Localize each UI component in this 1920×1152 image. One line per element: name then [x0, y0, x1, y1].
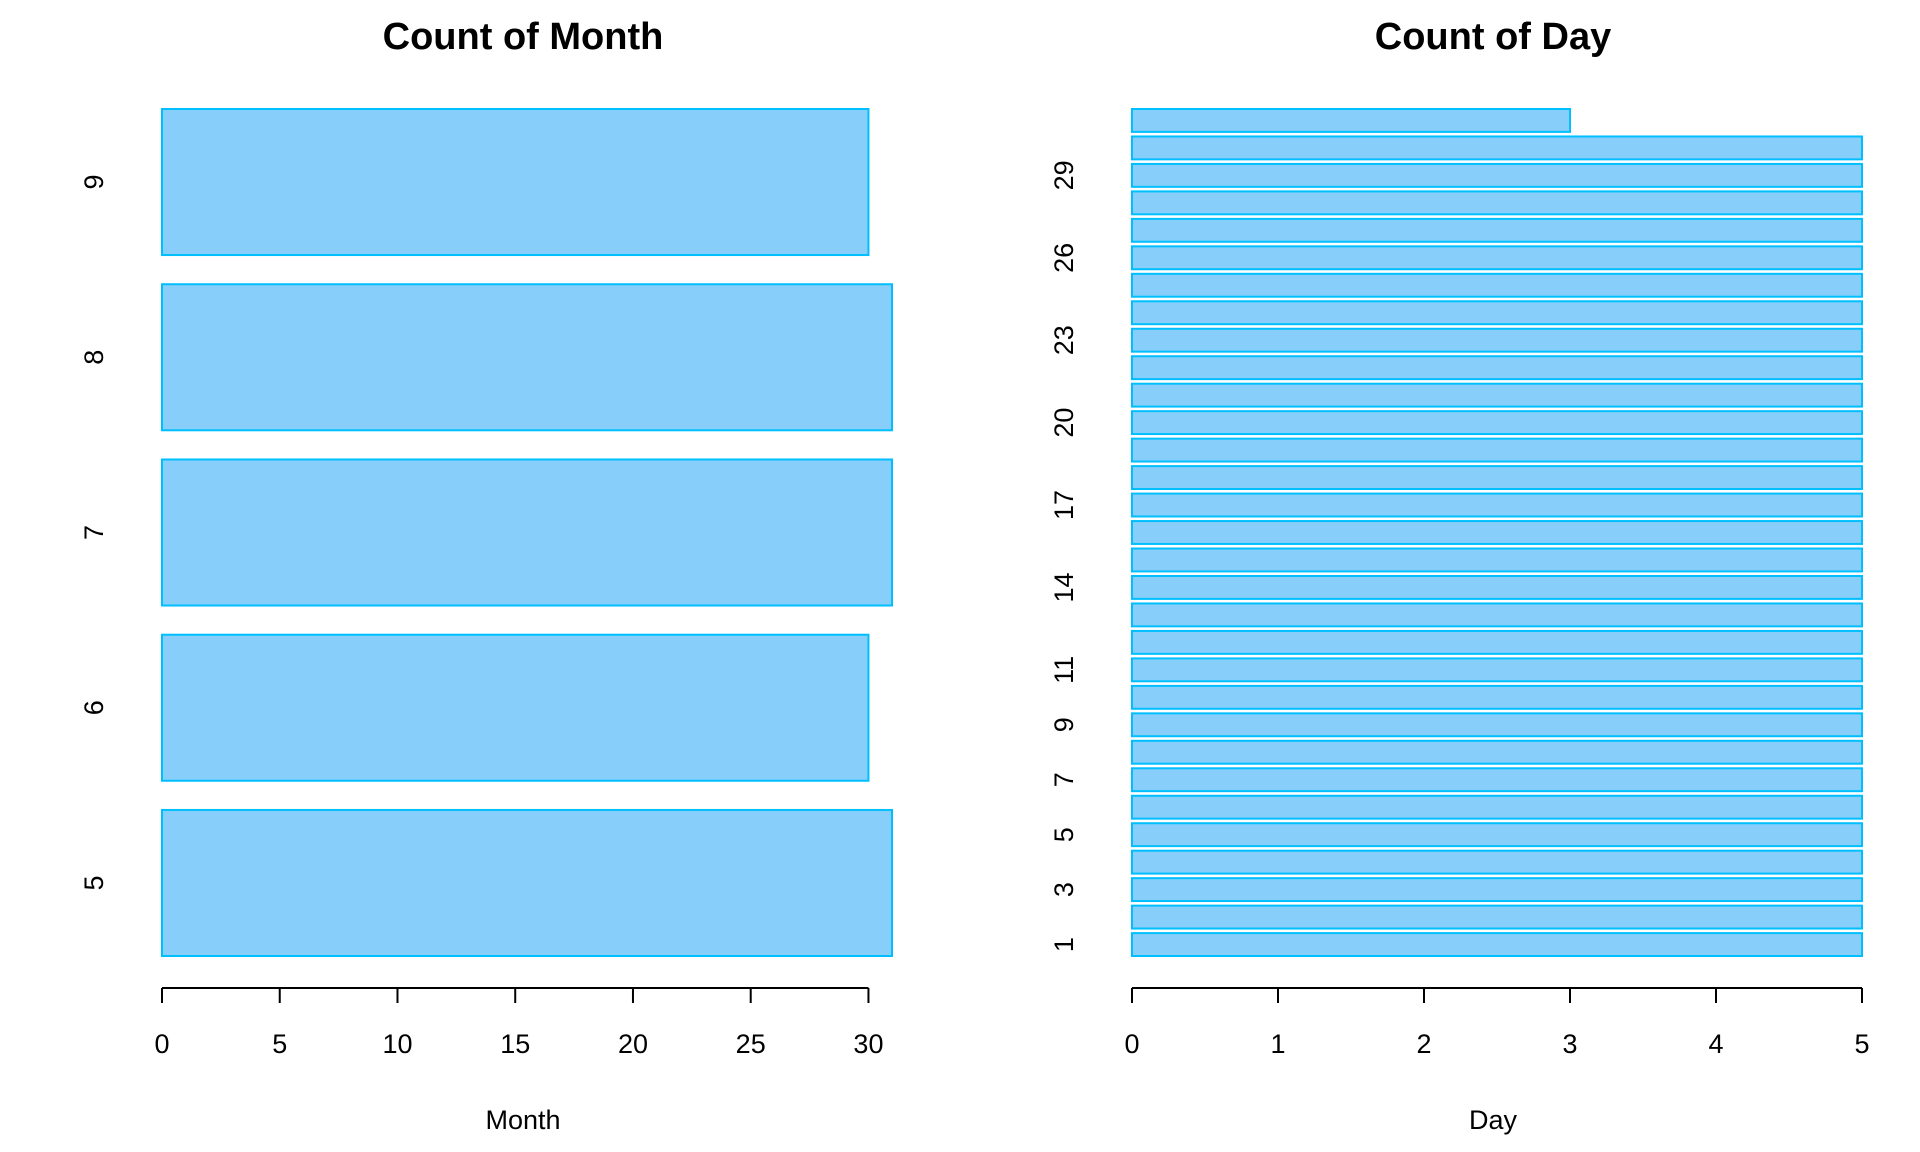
bar: [1131, 162, 1863, 188]
x-tick-label: 5: [1854, 1029, 1869, 1059]
x-tick-label: 2: [1416, 1029, 1431, 1059]
x-axis-label: Day: [1469, 1105, 1518, 1135]
y-tick-label: 14: [1049, 572, 1079, 602]
bar: [161, 808, 893, 957]
x-tick-label: 5: [272, 1029, 287, 1059]
y-tick-label: 5: [79, 875, 109, 890]
bar: [1131, 712, 1863, 738]
x-tick-label: 30: [853, 1029, 883, 1059]
y-tick-label: 26: [1049, 243, 1079, 273]
bar: [1131, 932, 1863, 957]
y-tick-label: 8: [79, 350, 109, 365]
x-tick-label: 3: [1562, 1029, 1577, 1059]
bar: [1131, 327, 1863, 353]
chart-title: Count of Day: [1375, 16, 1611, 58]
bar: [1131, 437, 1863, 463]
bar: [1131, 684, 1863, 710]
bar: [1131, 767, 1863, 793]
bar: [161, 108, 870, 257]
bar: [1131, 190, 1863, 216]
bar: [1131, 657, 1863, 683]
x-tick-label: 10: [382, 1029, 412, 1059]
y-tick-label: 3: [1049, 882, 1079, 897]
bar: [1131, 904, 1863, 930]
bar: [1131, 739, 1863, 765]
bar: [161, 633, 870, 782]
bar: [1131, 217, 1863, 243]
y-tick-label: 29: [1049, 160, 1079, 190]
y-tick-label: 17: [1049, 490, 1079, 520]
x-axis-label: Month: [485, 1105, 560, 1135]
y-tick-label: 7: [1049, 772, 1079, 787]
y-tick-label: 20: [1049, 408, 1079, 438]
x-tick-label: 1: [1270, 1029, 1285, 1059]
bar: [1131, 492, 1863, 518]
x-tick-label: 4: [1708, 1029, 1723, 1059]
bar: [1131, 520, 1863, 545]
x-tick-label: 25: [736, 1029, 766, 1059]
bar: [1131, 245, 1863, 271]
y-tick-label: 9: [79, 175, 109, 190]
bar: [1131, 465, 1863, 491]
bar: [1131, 355, 1863, 381]
x-tick-label: 20: [618, 1029, 648, 1059]
bar: [1131, 574, 1863, 600]
y-tick-label: 5: [1049, 827, 1079, 842]
bar: [1131, 382, 1863, 408]
bar: [161, 458, 893, 607]
bar: [1131, 272, 1863, 298]
bar: [1131, 300, 1863, 326]
y-tick-label: 11: [1049, 656, 1079, 684]
x-tick-label: 0: [154, 1029, 169, 1059]
y-tick-label: 9: [1049, 717, 1079, 732]
bar: [1131, 822, 1863, 848]
chart-title: Count of Month: [383, 16, 664, 58]
bar: [1131, 547, 1863, 573]
bar: [1131, 877, 1863, 903]
x-tick-label: 15: [500, 1029, 530, 1059]
bar: [1131, 602, 1863, 628]
bar: [161, 283, 893, 432]
bar: [1131, 135, 1863, 161]
bar: [1131, 794, 1863, 820]
bar: [1131, 849, 1863, 875]
x-tick-label: 0: [1124, 1029, 1139, 1059]
bar: [1131, 410, 1863, 436]
y-tick-label: 6: [79, 700, 109, 715]
bar: [1131, 108, 1571, 133]
bar: [1131, 629, 1863, 655]
y-tick-label: 23: [1049, 325, 1079, 355]
y-tick-label: 1: [1049, 937, 1079, 952]
y-tick-label: 7: [79, 525, 109, 540]
